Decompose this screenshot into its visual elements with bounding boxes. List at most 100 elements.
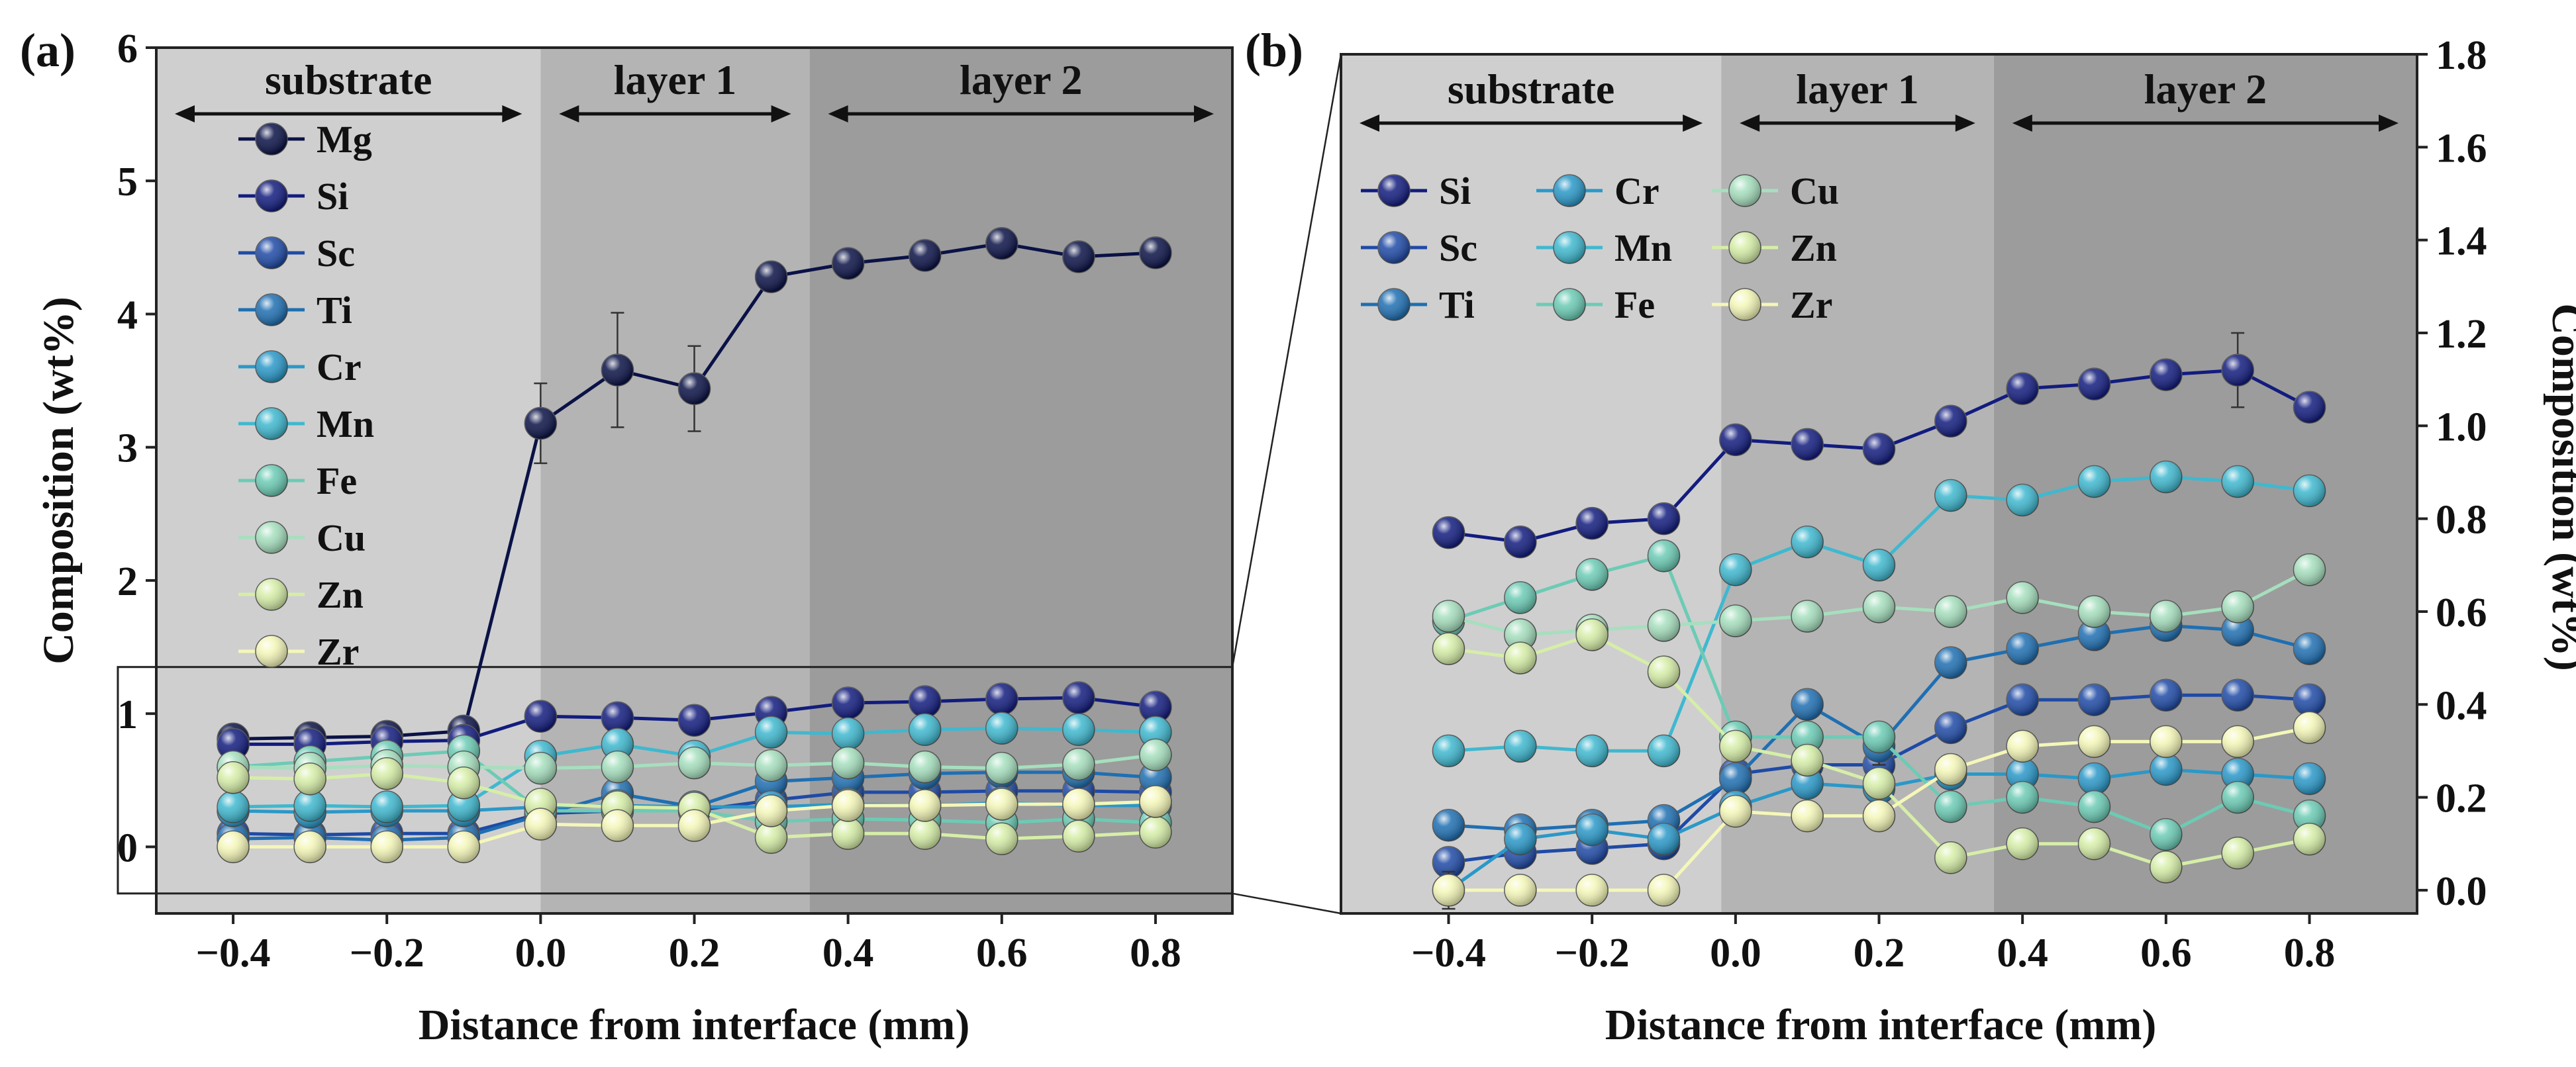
region-0-arrow-head-right [1683, 115, 1703, 132]
series-Mn-point-shine [294, 790, 326, 822]
series-Cr-point-shine [1648, 823, 1680, 855]
series-Cr-point-shine [2150, 753, 2182, 786]
series-Mg-point-shine [755, 261, 787, 293]
series-Mn-point-shine [985, 712, 1018, 745]
series-Si-point-shine [1062, 682, 1095, 714]
series-Zr-point-shine [1576, 874, 1609, 906]
series-Cu-point-shine [755, 749, 787, 782]
legend-label: Zn [317, 573, 364, 616]
region-2-arrow-head-right [1194, 105, 1214, 122]
panel-b-label: (b) [1245, 24, 1303, 77]
series-Zn-point-shine [985, 823, 1018, 855]
ytick-label: 1.4 [2436, 219, 2487, 264]
series-Zn-point-shine [448, 766, 480, 799]
series-Mn-point-shine [909, 714, 941, 746]
panel-a-legend: Mg Si Sc Ti Cr Mn Fe Cu Zn Zr [238, 118, 374, 673]
series-Zn-point-shine [1934, 841, 1967, 874]
xtick-label: 0.0 [1710, 931, 1761, 976]
panel-a: substrate layer 1 layer 2 −0.4 −0.2 0.0 0.2 0.… [20, 24, 1234, 1049]
series-Zn-point-shine [2078, 827, 2110, 860]
legend-swatch-shine [256, 180, 287, 212]
region-0-label: substrate [265, 56, 432, 103]
ytick-label: 5 [117, 160, 138, 205]
ytick-label: 4 [117, 293, 138, 338]
series-Mg-point-shine [1062, 240, 1095, 273]
series-Si-point-shine [1576, 507, 1609, 539]
series-Zr-point-shine [755, 795, 787, 827]
series-Mn-point-shine [1576, 735, 1609, 767]
ytick-label: 1.6 [2436, 126, 2487, 171]
panel-a-ylabel: Composition (wt%) [34, 297, 83, 665]
xtick-label: 0.0 [515, 931, 567, 976]
panel-a-xlabel: Distance from interface (mm) [419, 1001, 970, 1049]
series-Cu-point-shine [2150, 600, 2182, 632]
series-Mn [1432, 460, 2326, 768]
legend-entry-Ti: Ti [1361, 283, 1475, 326]
series-Si-point-shine [1934, 405, 1967, 438]
ytick-label: 0.0 [2436, 869, 2487, 914]
series-Mn-point-shine [1863, 549, 1895, 581]
series-Zr-point-shine [1791, 800, 1824, 832]
series-Zr-point-shine [1719, 795, 1752, 827]
region-1-arrow-head-left [559, 105, 579, 122]
series-Fe-point-shine [2006, 781, 2039, 813]
series-Si-point-shine [2222, 354, 2254, 387]
series-Zr-point-shine [1863, 800, 1895, 832]
series-Mg-point-shine [524, 407, 557, 440]
series-Ti-point-shine [1719, 763, 1752, 795]
xtick-label: 0.2 [1854, 931, 1905, 976]
series-Si-point-shine [524, 700, 557, 733]
series-Sc-point-shine [2006, 684, 2039, 716]
series-Ti-point-shine [1139, 761, 1171, 794]
region-2-label: layer 2 [960, 56, 1082, 103]
series-Zr-point-shine [524, 808, 557, 841]
panel-a-region-arrows: substrate layer 1 layer 2 [175, 56, 1214, 122]
series-Mg-point-shine [601, 353, 634, 386]
legend-label: Cu [317, 516, 366, 559]
series-Si-point-shine [1863, 433, 1895, 465]
series-Si-point-shine [601, 702, 634, 734]
panel-b-ylabel: Composition (wt%) [2543, 303, 2576, 671]
series-Sc-point-shine [2222, 679, 2254, 712]
legend-entry-Si: Si [1361, 169, 1471, 212]
series-Mn-point-shine [1648, 735, 1680, 767]
legend-entry-Zr: Zr [1712, 283, 1832, 326]
legend-swatch-shine [256, 351, 287, 383]
region-2-label: layer 2 [2144, 66, 2267, 113]
legend-label: Ti [1439, 283, 1475, 326]
series-Cu-point-shine [1062, 748, 1095, 780]
legend-swatch-shine [256, 635, 287, 667]
legend-entry-Zn: Zn [1712, 226, 1837, 269]
series-Fe-point-shine [1791, 721, 1824, 753]
series-Cu-point-shine [1791, 600, 1824, 632]
series-Zr-point-shine [1062, 788, 1095, 820]
series-Mn-point-shine [1934, 479, 1967, 512]
series-Mg-point-shine [678, 373, 711, 405]
series-Zn-point-shine [832, 817, 864, 850]
legend-swatch-shine [1554, 175, 1585, 207]
xtick-label: −0.2 [1555, 931, 1630, 976]
panel-b-ticks: −0.4 −0.2 0.0 0.2 0.4 0.6 0.8 0.0 0.2 0.4 0.6 0.8 1.… [1411, 33, 2487, 976]
series-Si-point-shine [2006, 373, 2039, 405]
series-Zr-point-shine [2150, 725, 2182, 758]
region-2-arrow-head-left [828, 105, 848, 122]
legend-swatch-shine [1554, 289, 1585, 320]
series-Zn-point-shine [1863, 767, 1895, 800]
region-0-arrow-head-left [1360, 115, 1379, 132]
ytick-label: 1.2 [2436, 312, 2487, 357]
series-Cu-point-shine [2293, 553, 2326, 586]
series-Zr-point-shine [1648, 874, 1680, 906]
series-Zr-point-shine [1934, 753, 1967, 786]
series-Sc-point-shine [1432, 846, 1465, 878]
series-Mn-point-shine [1504, 730, 1536, 763]
series-Cu-point-shine [2006, 581, 2039, 614]
region-1-arrow-head-right [1955, 115, 1975, 132]
legend-swatch-shine [256, 408, 287, 440]
region-1-label: layer 1 [614, 56, 736, 103]
legend-entry-Fe: Fe [238, 459, 357, 502]
xtick-label: 0.8 [2284, 931, 2336, 976]
series-Fe-point-shine [2150, 818, 2182, 851]
series-Zn-point-shine [1791, 744, 1824, 776]
series-Zn-point-shine [755, 821, 787, 854]
series-Sc-point-shine [1934, 712, 1967, 744]
